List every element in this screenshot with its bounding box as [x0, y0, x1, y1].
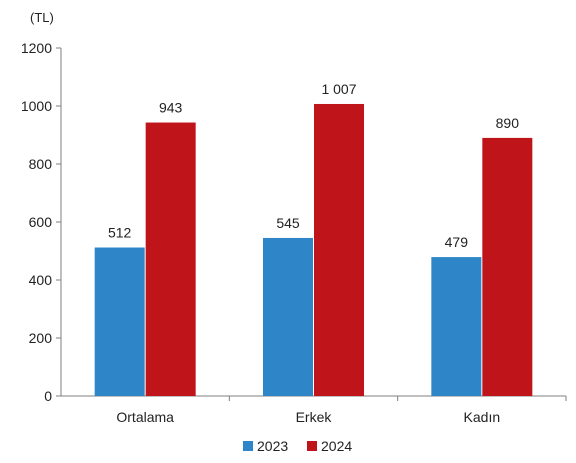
- data-label-2023: 479: [445, 234, 469, 250]
- x-tick-label: Kadın: [464, 409, 501, 425]
- x-tick-label: Ortalama: [116, 409, 174, 425]
- bar-2024: [314, 103, 364, 396]
- data-label-2023: 545: [276, 215, 300, 231]
- y-tick-label: 0: [44, 388, 52, 404]
- axes: 0 200 400 600 800 1000 1200 Ortalama Erkek Kadın: [21, 40, 567, 425]
- x-tick-label: Erkek: [296, 409, 333, 425]
- legend-label-2024: 2024: [321, 438, 352, 454]
- legend-swatch-2024: [307, 441, 317, 451]
- data-labels: 512 943 545 1 007 479 890: [108, 81, 519, 250]
- y-tick-label: 800: [29, 156, 53, 172]
- y-tick-label: 1200: [21, 40, 52, 56]
- y-tick-label: 600: [29, 214, 53, 230]
- y-tick-label: 400: [29, 272, 53, 288]
- data-label-2024: 943: [159, 100, 183, 116]
- y-tick-label: 1000: [21, 98, 52, 114]
- bar-2023: [431, 257, 482, 396]
- y-axis-unit-label: (TL): [30, 10, 54, 25]
- bar-2024: [145, 122, 196, 396]
- legend-swatch-2023: [243, 441, 253, 451]
- data-label-2024: 1 007: [321, 81, 356, 97]
- legend-label-2023: 2023: [257, 438, 288, 454]
- bar-2024: [482, 137, 533, 396]
- bar-2023: [263, 237, 313, 396]
- legend: 2023 2024: [243, 438, 352, 454]
- data-label-2023: 512: [108, 225, 132, 241]
- bar-2023: [94, 247, 145, 396]
- bars: [94, 103, 533, 396]
- y-tick-label: 200: [29, 330, 53, 346]
- data-label-2024: 890: [496, 115, 520, 131]
